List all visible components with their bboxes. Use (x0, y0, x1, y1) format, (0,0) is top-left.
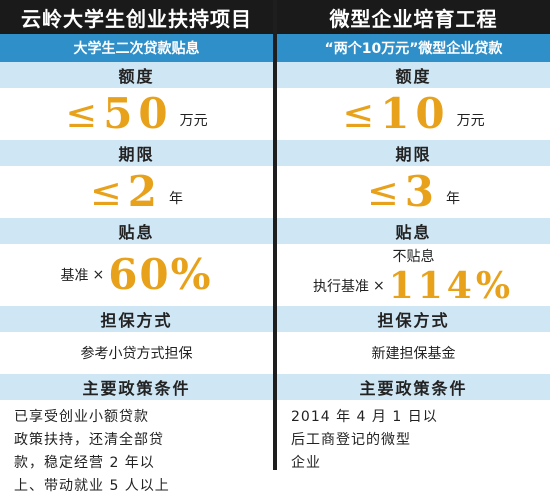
left-policy-header: 主要政策条件 (0, 374, 273, 400)
right-subsidy-header: 贴息 (277, 218, 550, 244)
right-term-header: 期限 (277, 140, 550, 166)
left-amount-value-row: ≤ 50 万元 (0, 88, 273, 140)
left-subsidy-multiply: × (92, 267, 105, 283)
right-policy-header: 主要政策条件 (277, 374, 550, 400)
right-guarantee-value: 新建担保基金 (371, 346, 456, 362)
left-subtitle: 大学生二次贷款贴息 (0, 34, 273, 62)
right-subsidy-number: 114% (388, 265, 515, 307)
left-amount-number: 50 (103, 89, 174, 138)
right-term-value-row: ≤ 3 年 (277, 166, 550, 218)
left-term-value-row: ≤ 2 年 (0, 166, 273, 218)
left-amount-unit: 万元 (179, 113, 208, 129)
right-policy-line: 后工商登记的微型 (291, 432, 411, 448)
column-divider (273, 0, 277, 470)
right-amount-unit: 万元 (456, 113, 485, 129)
left-guarantee-value: 参考小贷方式担保 (80, 346, 193, 362)
left-column: 云岭大学生创业扶持项目 大学生二次贷款贴息 额度 ≤ 50 万元 期限 ≤ 2 … (0, 0, 273, 494)
left-amount-symbol: ≤ (65, 92, 98, 136)
right-subtitle: “两个10万元”微型企业贷款 (277, 34, 550, 62)
right-policy-line: 企业 (291, 455, 321, 471)
left-subsidy-prefix: 基准 (60, 268, 89, 284)
right-column: 微型企业培育工程 “两个10万元”微型企业贷款 额度 ≤ 10 万元 期限 ≤ … (277, 0, 550, 471)
left-subsidy-header: 贴息 (0, 218, 273, 244)
left-policy-line: 上、带动就业 5 人以上 (14, 478, 170, 494)
right-amount-symbol: ≤ (342, 92, 375, 136)
left-term-header: 期限 (0, 140, 273, 166)
left-amount-header: 额度 (0, 62, 273, 88)
right-term-number: 3 (404, 167, 441, 216)
right-amount-header: 额度 (277, 62, 550, 88)
right-subsidy-note: 不贴息 (392, 249, 435, 265)
right-subsidy-value-block: 不贴息 执行基准 × 114% (277, 244, 550, 306)
left-policy-line: 政策扶持，还清全部贷 (14, 432, 164, 448)
left-policy-line: 已享受创业小额贷款 (14, 409, 149, 425)
right-policy-text: 2014 年 4 月 1 日以 后工商登记的微型 企业 (277, 400, 550, 475)
right-policy-line: 2014 年 4 月 1 日以 (291, 409, 438, 425)
right-amount-value-row: ≤ 10 万元 (277, 88, 550, 140)
right-term-symbol: ≤ (366, 170, 399, 214)
right-guarantee-header: 担保方式 (277, 306, 550, 332)
right-amount-number: 10 (380, 89, 451, 138)
left-subsidy-number: 60% (108, 250, 213, 299)
left-term-unit: 年 (169, 191, 184, 207)
right-term-unit: 年 (446, 191, 461, 207)
right-subsidy-value-row: 执行基准 × 114% (313, 268, 514, 304)
left-subsidy-value-row: 基准 × 60% (0, 244, 273, 306)
right-subsidy-multiply: × (372, 278, 385, 294)
left-policy-text: 已享受创业小额贷款 政策扶持，还清全部贷 款，稳定经营 2 年以 上、带动就业 … (0, 400, 273, 498)
left-term-number: 2 (127, 167, 164, 216)
right-title: 微型企业培育工程 (277, 0, 550, 34)
left-guarantee-header: 担保方式 (0, 306, 273, 332)
left-title: 云岭大学生创业扶持项目 (0, 0, 273, 34)
right-subsidy-prefix: 执行基准 (312, 279, 369, 295)
left-policy-line: 款，稳定经营 2 年以 (14, 455, 155, 471)
left-term-symbol: ≤ (89, 170, 122, 214)
